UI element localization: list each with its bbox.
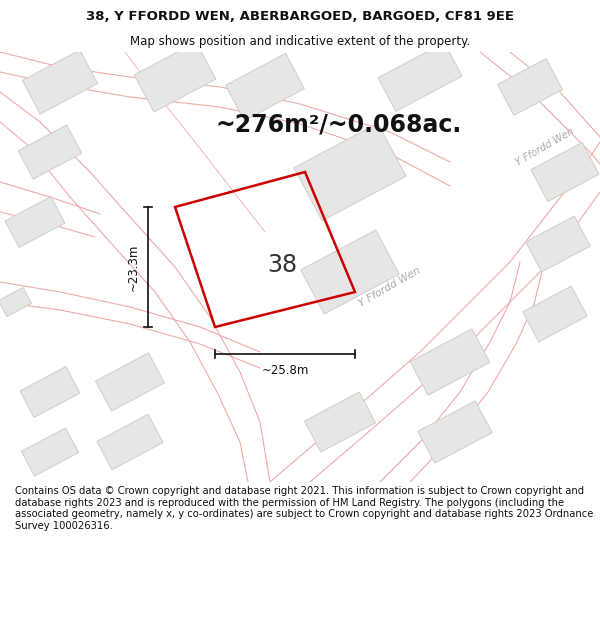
Polygon shape: [0, 288, 32, 316]
Text: Contains OS data © Crown copyright and database right 2021. This information is : Contains OS data © Crown copyright and d…: [15, 486, 593, 531]
Polygon shape: [378, 42, 462, 111]
Text: ~23.3m: ~23.3m: [127, 243, 140, 291]
Polygon shape: [294, 123, 406, 221]
Text: 38: 38: [268, 253, 298, 276]
Polygon shape: [523, 286, 587, 342]
Polygon shape: [226, 53, 304, 121]
Polygon shape: [5, 196, 65, 248]
Polygon shape: [134, 42, 216, 112]
Polygon shape: [97, 414, 163, 470]
Text: Y Ffordd Wen: Y Ffordd Wen: [358, 265, 422, 309]
Polygon shape: [418, 401, 492, 463]
Polygon shape: [531, 142, 599, 201]
Polygon shape: [95, 353, 164, 411]
Text: Map shows position and indicative extent of the property.: Map shows position and indicative extent…: [130, 36, 470, 48]
Text: ~276m²/~0.068ac.: ~276m²/~0.068ac.: [215, 112, 461, 136]
Text: ~25.8m: ~25.8m: [262, 364, 308, 377]
Polygon shape: [497, 59, 562, 116]
Polygon shape: [301, 230, 399, 314]
Text: Y Ffordd Wen: Y Ffordd Wen: [514, 126, 576, 168]
Polygon shape: [22, 50, 98, 114]
Polygon shape: [410, 329, 490, 395]
Polygon shape: [526, 216, 590, 272]
Text: 38, Y FFORDD WEN, ABERBARGOED, BARGOED, CF81 9EE: 38, Y FFORDD WEN, ABERBARGOED, BARGOED, …: [86, 11, 514, 23]
Polygon shape: [18, 125, 82, 179]
Polygon shape: [304, 392, 376, 452]
Polygon shape: [20, 366, 80, 418]
Polygon shape: [22, 428, 79, 476]
